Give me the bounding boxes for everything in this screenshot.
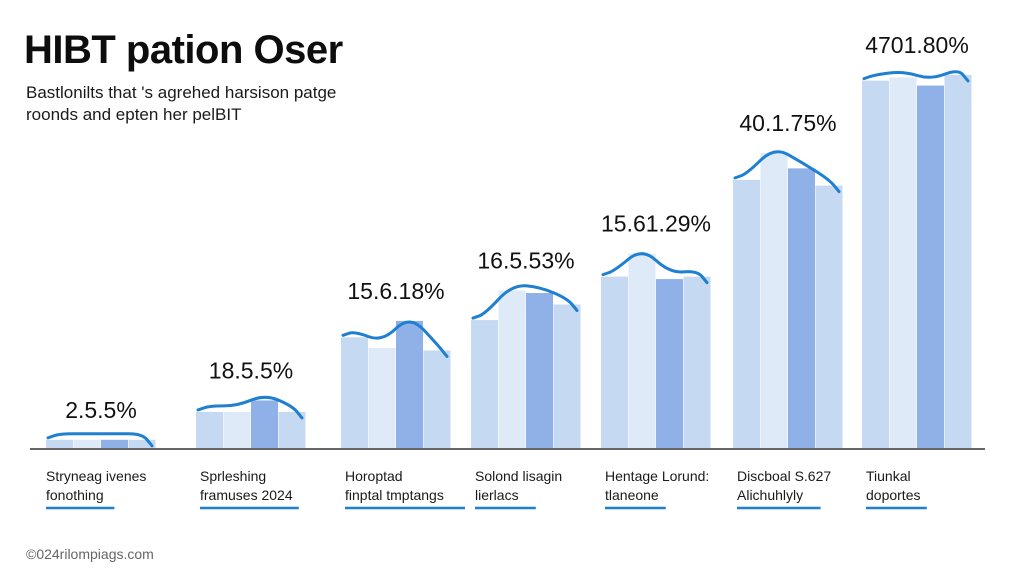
- data-label: 40.1.75%: [739, 110, 836, 136]
- bar: [251, 400, 278, 448]
- bar: [862, 80, 889, 448]
- chart-subtitle: Bastlonilts that 's agrehed harsison pat…: [26, 82, 336, 126]
- bar: [628, 253, 656, 448]
- bar: [760, 152, 788, 449]
- x-tick-label: Discboal S.627: [737, 468, 831, 484]
- bar: [73, 439, 101, 448]
- x-tick-label: Tiunkal: [866, 468, 911, 484]
- x-tick-label: fonothing: [46, 487, 104, 503]
- footer-credit: ©024rilompiags.com: [26, 546, 154, 562]
- bar: [683, 276, 711, 448]
- subtitle-line-1: Bastlonilts that 's agrehed harsison pat…: [26, 83, 337, 102]
- bar: [553, 304, 581, 448]
- x-tick-label: tlaneone: [605, 487, 659, 503]
- trend-curve: [601, 252, 709, 285]
- chart-title: HIBT pation Oser: [24, 28, 343, 72]
- x-tick-label: finptal tmptangs: [345, 487, 444, 503]
- bar: [423, 350, 451, 448]
- x-tick-label: framuses 2024: [200, 487, 293, 503]
- bar: [498, 290, 526, 448]
- data-label: 15.6.18%: [347, 278, 444, 304]
- trend-curve: [196, 395, 304, 420]
- trend-curve: [46, 432, 154, 448]
- bar: [471, 320, 498, 448]
- bar: [656, 279, 683, 448]
- x-tick-label: Sprleshing: [200, 468, 266, 484]
- bar: [526, 293, 553, 448]
- data-label: 18.5.5%: [209, 357, 293, 383]
- bar: [788, 168, 815, 448]
- bar: [889, 77, 917, 449]
- bar: [101, 439, 128, 448]
- trend-curve: [341, 320, 449, 358]
- trend-curve: [862, 70, 970, 83]
- bar: [368, 347, 396, 448]
- x-tick-label: Hentage Lorund:: [605, 468, 709, 484]
- bar: [917, 85, 944, 448]
- bar: [196, 411, 223, 448]
- trend-curve: [471, 284, 579, 320]
- x-tick-label: Stryneag ivenes: [46, 468, 146, 484]
- bar: [944, 74, 972, 449]
- x-tick-label: doportes: [866, 487, 920, 503]
- bar: [46, 439, 73, 448]
- data-label: 2.5.5%: [65, 397, 137, 423]
- bar: [341, 337, 368, 448]
- bar: [223, 411, 251, 448]
- data-label: 16.5.53%: [477, 248, 574, 274]
- data-label: 15.61.29%: [601, 211, 711, 237]
- x-tick-label: Alichuhlyly: [737, 487, 803, 503]
- bar: [396, 320, 423, 448]
- bar: [601, 276, 628, 448]
- subtitle-line-2: roonds and epten her pelBIT: [26, 105, 242, 124]
- x-tick-label: lierlacs: [475, 487, 519, 503]
- bar: [815, 185, 843, 448]
- x-tick-label: Horoptad: [345, 468, 403, 484]
- data-label: 4701.80%: [865, 32, 969, 58]
- bar: [733, 179, 760, 449]
- bar: [128, 439, 156, 448]
- x-tick-label: Solond lisagin: [475, 468, 562, 484]
- trend-curve: [733, 150, 841, 194]
